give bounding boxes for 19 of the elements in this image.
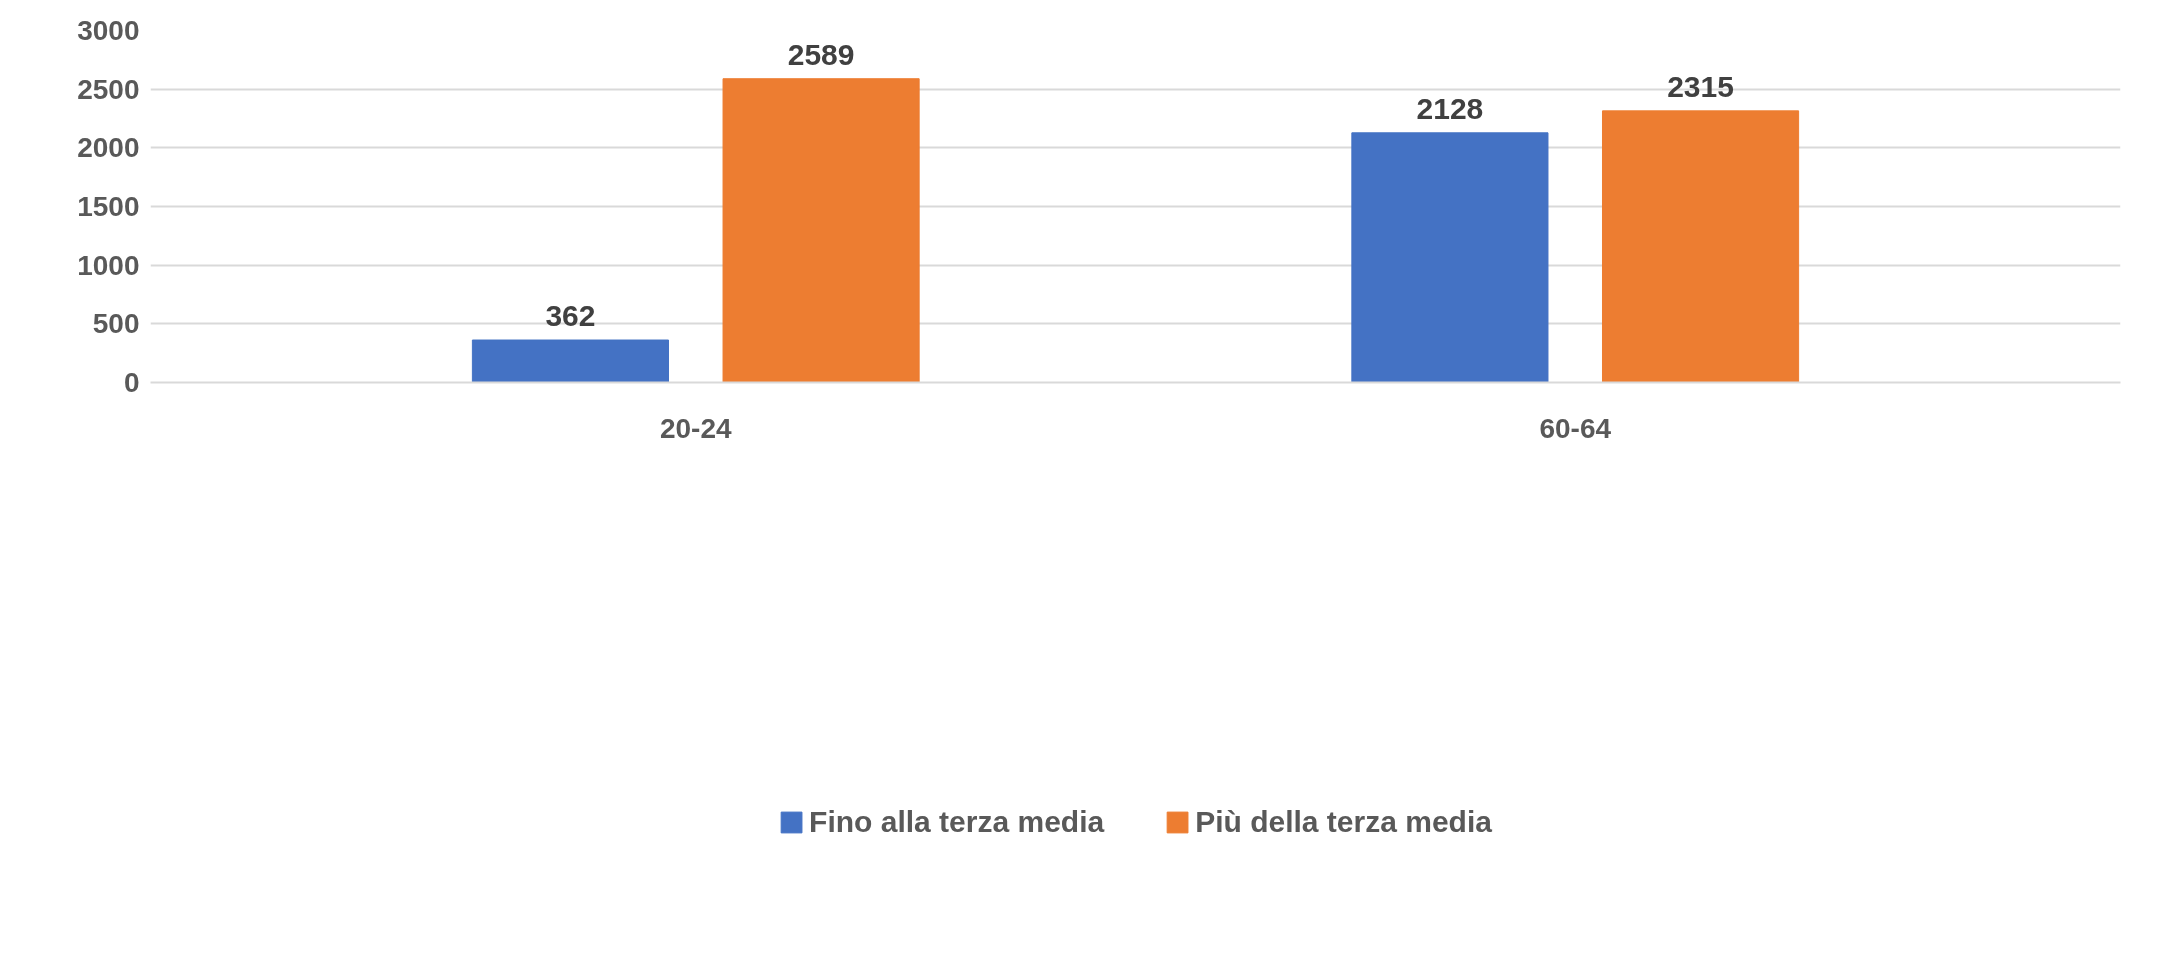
y-tick-label: 1000 — [77, 249, 140, 281]
y-tick-label: 2000 — [77, 132, 140, 164]
y-tick-label: 2500 — [77, 73, 140, 105]
y-tick-label: 3000 — [77, 15, 140, 46]
data-label: 2315 — [1667, 69, 1734, 103]
y-tick-label: 0 — [123, 367, 140, 398]
y-tick-label: 500 — [92, 308, 140, 340]
bar — [722, 78, 920, 383]
data-label: 2128 — [1416, 91, 1484, 125]
legend-label: Fino alla terza media — [809, 804, 1105, 839]
y-tick-label: 1500 — [77, 191, 140, 222]
x-tick-label: 60-64 — [1539, 412, 1612, 444]
data-label: 2589 — [787, 37, 855, 71]
legend-label: Più della terza media — [1195, 804, 1492, 839]
bar — [471, 339, 669, 383]
bar — [1351, 132, 1549, 383]
bar — [1602, 110, 1800, 383]
data-label: 362 — [545, 299, 596, 333]
x-tick-label: 20-24 — [659, 412, 732, 444]
